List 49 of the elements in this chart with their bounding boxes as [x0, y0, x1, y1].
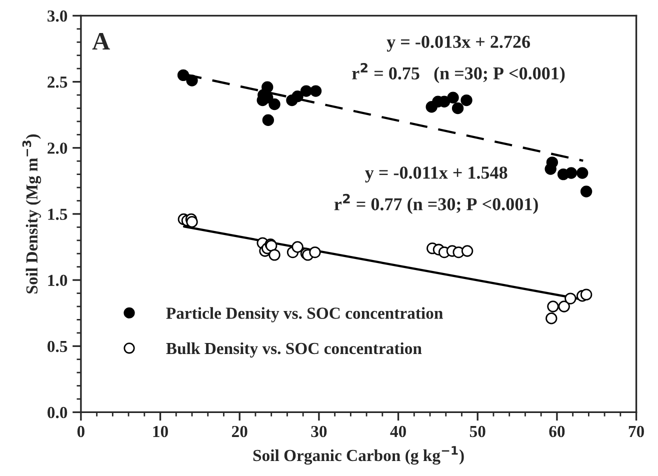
point — [300, 85, 312, 97]
x-tick-label: 30 — [311, 426, 327, 438]
point — [580, 186, 592, 198]
point — [268, 249, 280, 261]
point — [186, 216, 198, 228]
point — [292, 241, 304, 253]
y-axis-title: Soil Density (Mg m$^{−3}$) — [22, 134, 42, 294]
y-tick-label: 2.0 — [48, 142, 68, 154]
x-tick-label: 60 — [549, 426, 565, 438]
point — [447, 92, 459, 104]
x-axis-title: Soil Organic Carbon (g kg$^{−1}$) — [253, 446, 464, 465]
point — [452, 102, 464, 114]
point — [547, 300, 559, 312]
annotation: y = -0.013x + 2.726 — [386, 36, 530, 52]
legend-label: Bulk Density vs. SOC concentration — [166, 342, 422, 358]
y-tick-label: 2.5 — [48, 76, 68, 88]
annotation: r$^{2}$ = 0.77 (n =30; P <0.001) — [334, 194, 538, 214]
x-tick-label: 70 — [628, 426, 644, 438]
x-tick-label: 0 — [77, 426, 84, 438]
point — [576, 167, 588, 179]
point — [309, 246, 321, 258]
y-tick-label: 0.0 — [48, 406, 68, 418]
point — [460, 94, 472, 106]
x-tick-label: 50 — [470, 426, 486, 438]
point — [461, 245, 474, 257]
point — [580, 288, 592, 300]
legend-label: Particle Density vs. SOC concentration — [166, 307, 443, 322]
point — [262, 81, 274, 93]
annotation: y = -0.011x + 1.548 — [365, 166, 508, 182]
point — [558, 300, 570, 312]
x-tick-label: 40 — [390, 426, 406, 438]
y-tick-label: 3.0 — [48, 10, 68, 22]
x-tick-label: 20 — [232, 426, 248, 438]
point — [544, 163, 556, 175]
y-tick-label: 1.5 — [48, 208, 68, 220]
point — [546, 312, 558, 324]
point — [186, 74, 198, 86]
point — [310, 85, 322, 97]
point — [565, 167, 578, 179]
y-tick-label: 1.0 — [48, 274, 68, 286]
point — [292, 90, 304, 102]
point — [262, 114, 274, 126]
point — [564, 292, 576, 304]
x-tick-label: 10 — [153, 426, 168, 438]
point — [268, 98, 280, 110]
annotation: r$^{2}$ = 0.75 (n =30; P <0.001) — [352, 63, 565, 84]
y-tick-label: 0.5 — [48, 340, 68, 352]
point — [177, 69, 190, 82]
annotation: A — [92, 32, 110, 50]
